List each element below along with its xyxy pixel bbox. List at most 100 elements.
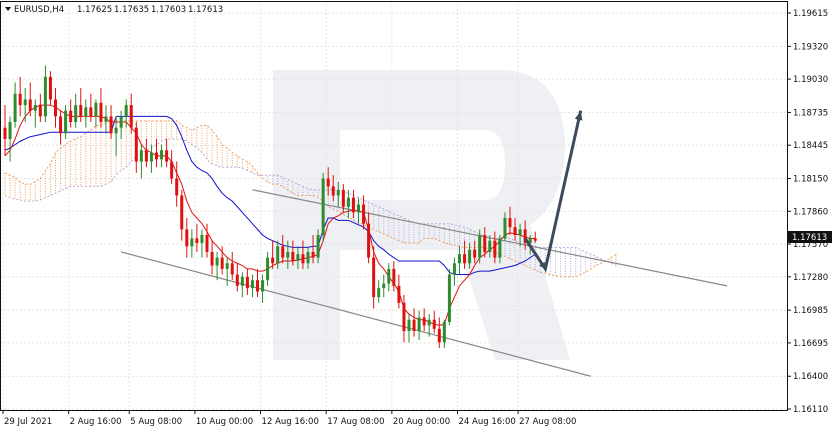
candle-body xyxy=(493,240,497,258)
candle-body xyxy=(114,127,118,134)
candle-body xyxy=(316,235,320,258)
candle-body xyxy=(261,280,265,292)
x-tick-label: 29 Jul 2021 xyxy=(4,417,52,427)
candle-body xyxy=(99,102,103,123)
candle-body xyxy=(518,229,522,236)
candle-body xyxy=(139,150,143,162)
candle-body xyxy=(119,116,123,128)
price-axis: 1.19615 1.19320 1.19030 1.18735 1.18445 1.181… xyxy=(787,9,828,415)
candle-body xyxy=(185,229,189,247)
candle-body xyxy=(432,319,436,329)
candle-body xyxy=(165,150,169,162)
candle-body xyxy=(367,223,371,258)
y-tick-label: 1.18150 xyxy=(793,175,828,185)
candle-body xyxy=(351,197,355,213)
candle-body xyxy=(18,93,22,106)
candle-body xyxy=(483,235,487,252)
candle-body xyxy=(372,257,376,298)
candle-body xyxy=(79,105,83,117)
x-tick-label: 20 Aug 00:00 xyxy=(393,417,450,427)
candle-body xyxy=(54,99,57,117)
candle-body xyxy=(64,110,68,134)
candle-body xyxy=(533,238,537,241)
candles xyxy=(3,65,537,348)
candle-body xyxy=(311,251,315,258)
candle-body xyxy=(175,178,179,196)
y-tick-label: 1.17860 xyxy=(793,207,828,217)
dropdown-triangle-icon[interactable] xyxy=(5,7,11,11)
candle-body xyxy=(397,285,401,303)
candle-body xyxy=(84,107,88,117)
candle-body xyxy=(478,235,482,258)
candle-body xyxy=(160,150,164,160)
grid xyxy=(0,1,787,410)
candle-body xyxy=(341,189,345,207)
candle-body xyxy=(124,105,128,117)
open-value: 1.17625 xyxy=(77,5,112,15)
chart-header[interactable]: EURUSD,H4 1.17625 1.17635 1.17603 1.1761… xyxy=(5,5,223,15)
candle-body xyxy=(407,319,411,332)
candle-body xyxy=(134,127,138,162)
candle-body xyxy=(59,116,63,134)
candle-body xyxy=(321,178,325,236)
candle-body xyxy=(235,274,239,286)
y-tick-label: 1.19320 xyxy=(793,42,828,52)
candle-body xyxy=(468,249,472,264)
candle-body xyxy=(225,263,229,269)
candle-body xyxy=(155,152,158,160)
forecast-arrowhead xyxy=(574,110,583,121)
forecast-arrow xyxy=(523,110,583,273)
candle-body xyxy=(427,319,431,326)
x-tick-label: 12 Aug 16:00 xyxy=(262,417,319,427)
candle-body xyxy=(402,302,406,332)
candle-body xyxy=(43,76,47,117)
candle-body xyxy=(215,257,219,266)
ichimoku-lines xyxy=(4,104,536,326)
candle-body xyxy=(8,122,12,139)
candle-body xyxy=(129,105,133,128)
senkou-span-b xyxy=(4,138,617,266)
candle-body xyxy=(488,240,492,252)
y-tick-label: 1.18445 xyxy=(793,141,828,151)
candle-body xyxy=(38,105,42,117)
candle-body xyxy=(33,105,37,111)
candle-body xyxy=(296,254,300,261)
candle-body xyxy=(306,251,310,264)
tenkan-sen-line xyxy=(4,104,536,326)
candle-body xyxy=(336,189,340,196)
y-tick-label: 1.16400 xyxy=(793,372,828,382)
senkou-span-a xyxy=(4,120,617,278)
candle-body xyxy=(382,283,386,289)
symbol-label: EURUSD,H4 xyxy=(14,5,64,15)
candle-body xyxy=(442,322,446,343)
candle-body xyxy=(205,235,209,252)
candle-body xyxy=(326,178,330,187)
candle-body xyxy=(250,280,254,289)
candle-body xyxy=(144,150,148,162)
candle-body xyxy=(104,116,108,123)
candle-body xyxy=(94,102,98,117)
candle-body xyxy=(266,257,270,281)
x-tick-label: 5 Aug 08:00 xyxy=(130,417,182,427)
candle-body xyxy=(422,317,426,326)
candle-body xyxy=(513,227,517,236)
candle-body xyxy=(109,116,113,134)
candle-body xyxy=(387,268,391,284)
kijun-sen-line xyxy=(4,115,536,276)
x-tick-label: 2 Aug 16:00 xyxy=(70,417,122,427)
candle-body xyxy=(362,204,366,224)
candle-body xyxy=(3,127,7,139)
candle-body xyxy=(331,186,335,196)
candle-body xyxy=(245,276,249,289)
candle-body xyxy=(458,254,461,264)
candle-body xyxy=(346,197,350,207)
candle-body xyxy=(392,268,396,286)
x-tick-label: 27 Aug 08:00 xyxy=(519,417,576,427)
candle-body xyxy=(271,257,275,264)
candle-body xyxy=(417,317,421,332)
y-tick-label: 1.17280 xyxy=(793,273,828,283)
candle-body xyxy=(190,238,194,247)
candle-body xyxy=(48,76,52,100)
